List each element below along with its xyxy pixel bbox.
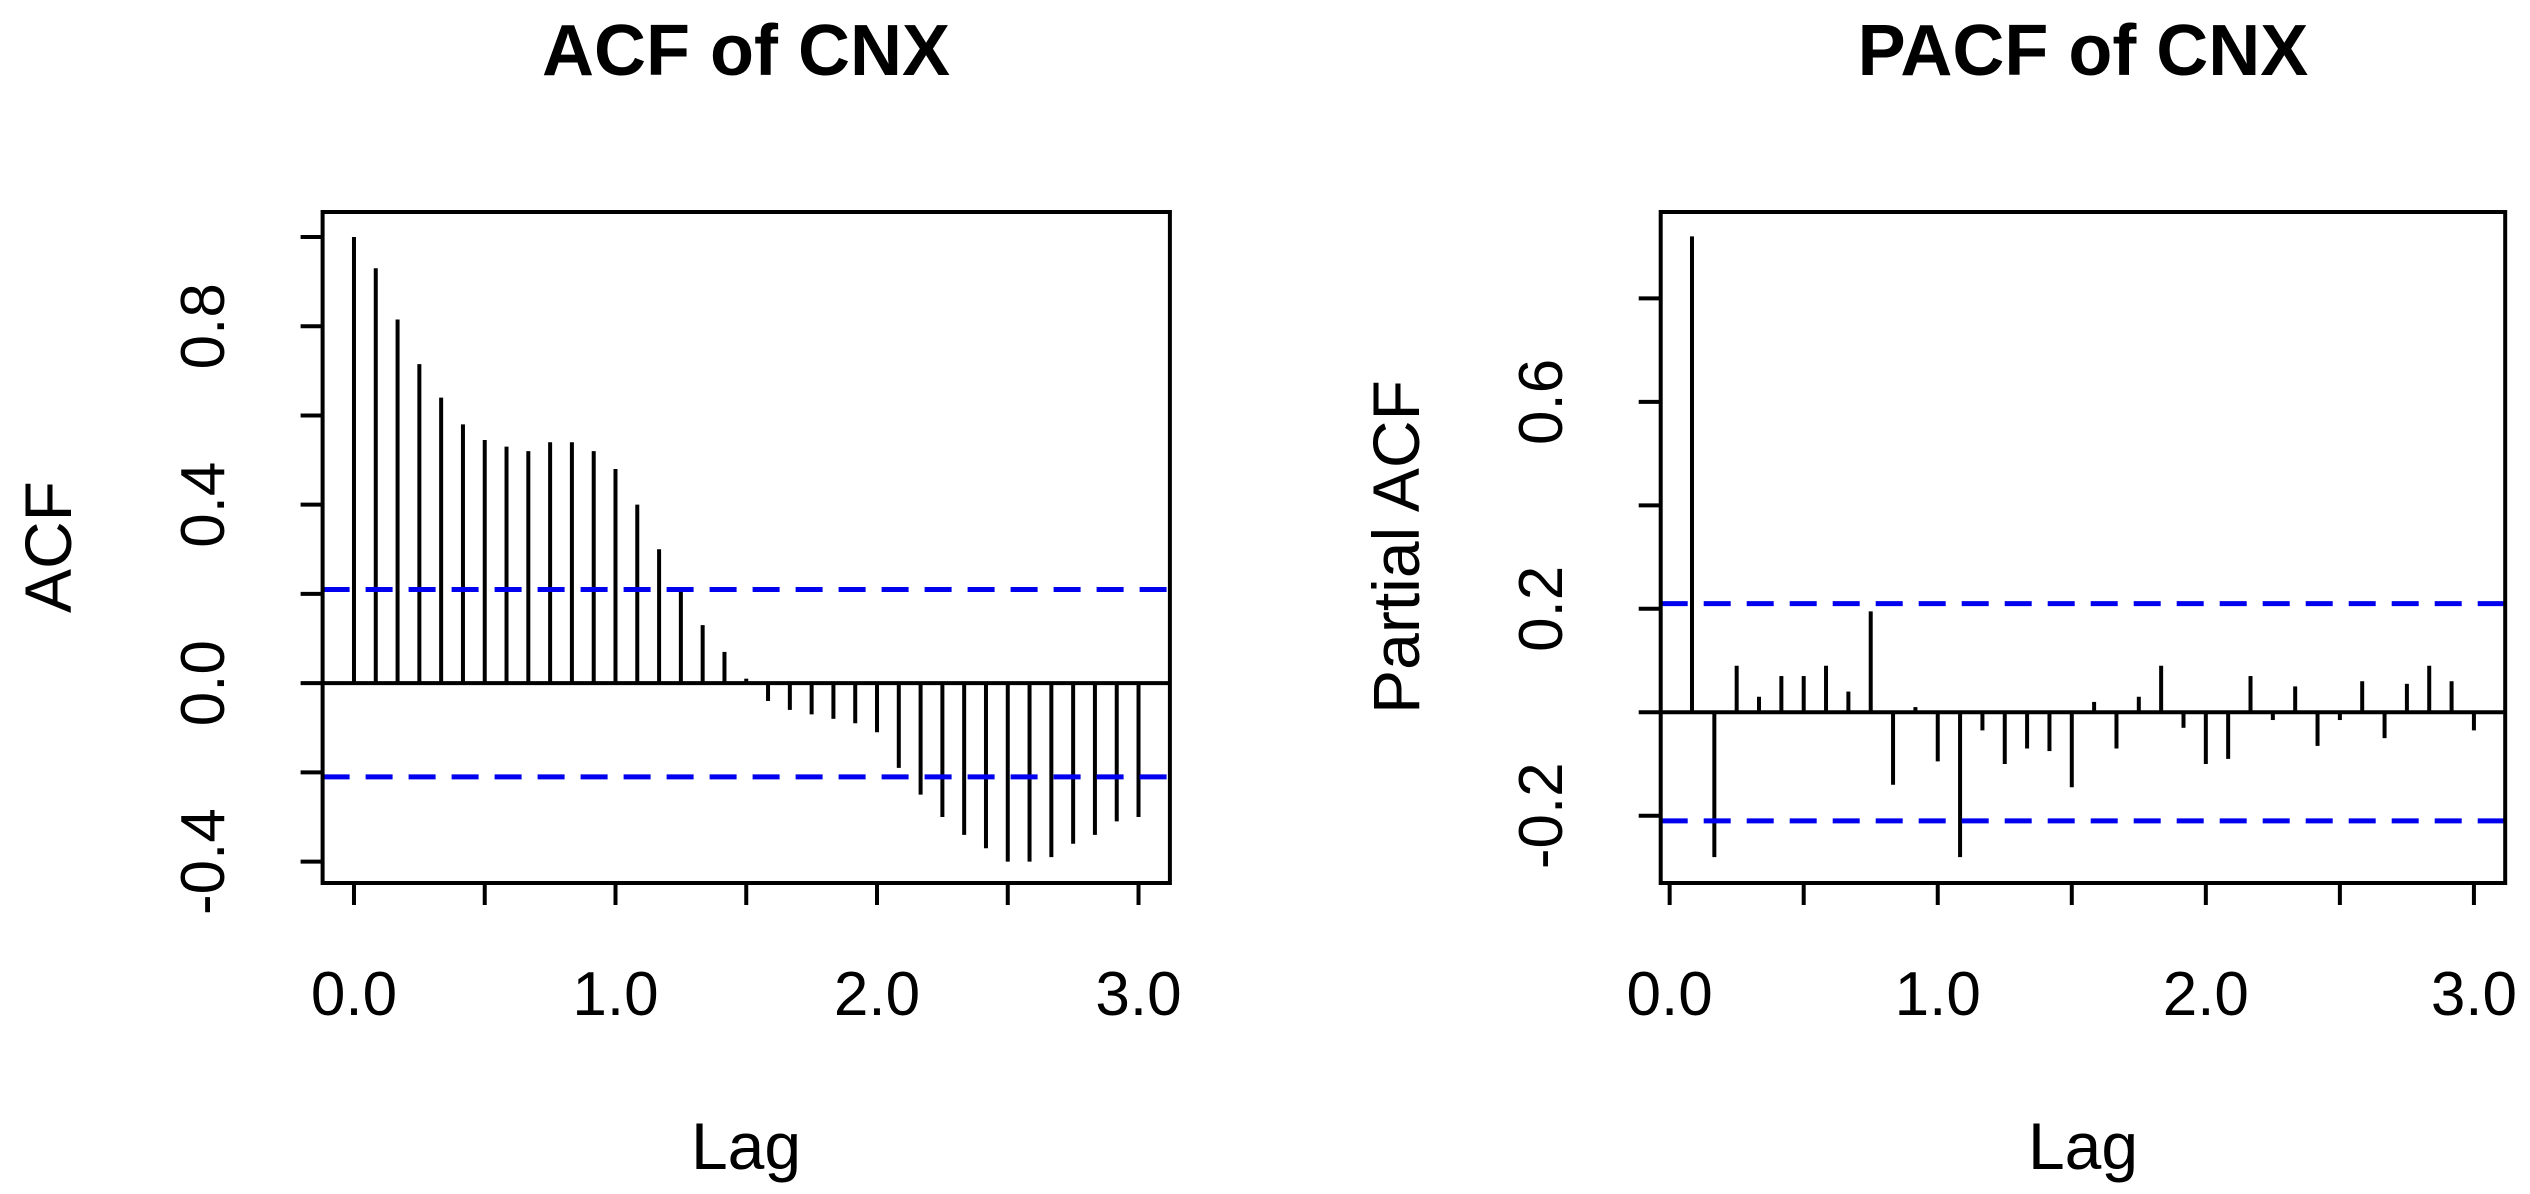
x-tick-label: 1.0 xyxy=(572,960,658,1029)
pacf-y-axis-label: Partial ACF xyxy=(1359,380,1433,714)
plot-box xyxy=(320,210,1172,885)
pacf-chart-title: PACF of CNX xyxy=(1857,11,2309,91)
acf-y-axis-label: ACF xyxy=(11,481,85,613)
plot-box xyxy=(1658,210,2508,885)
y-tick-label: 0.6 xyxy=(1507,359,1576,445)
acf-chart-title: ACF of CNX xyxy=(542,11,950,91)
x-tick-label: 1.0 xyxy=(1895,960,1981,1029)
y-tick-label: 0.8 xyxy=(169,283,238,369)
y-tick-label: 0.2 xyxy=(1507,566,1576,652)
y-tick-label: 0.0 xyxy=(169,640,238,726)
y-tick-label: -0.2 xyxy=(1507,762,1576,869)
x-tick-label: 2.0 xyxy=(2163,960,2249,1029)
x-tick-label: 3.0 xyxy=(2431,960,2517,1029)
x-tick-label: 3.0 xyxy=(1095,960,1181,1029)
y-tick-label: -0.4 xyxy=(169,808,238,915)
acf-x-axis-label: Lag xyxy=(690,1109,802,1183)
x-tick-label: 0.0 xyxy=(311,960,397,1029)
pacf-x-axis-label: Lag xyxy=(2027,1109,2139,1183)
x-tick-label: 2.0 xyxy=(834,960,920,1029)
x-tick-label: 0.0 xyxy=(1627,960,1713,1029)
y-tick-label: 0.4 xyxy=(169,462,238,548)
